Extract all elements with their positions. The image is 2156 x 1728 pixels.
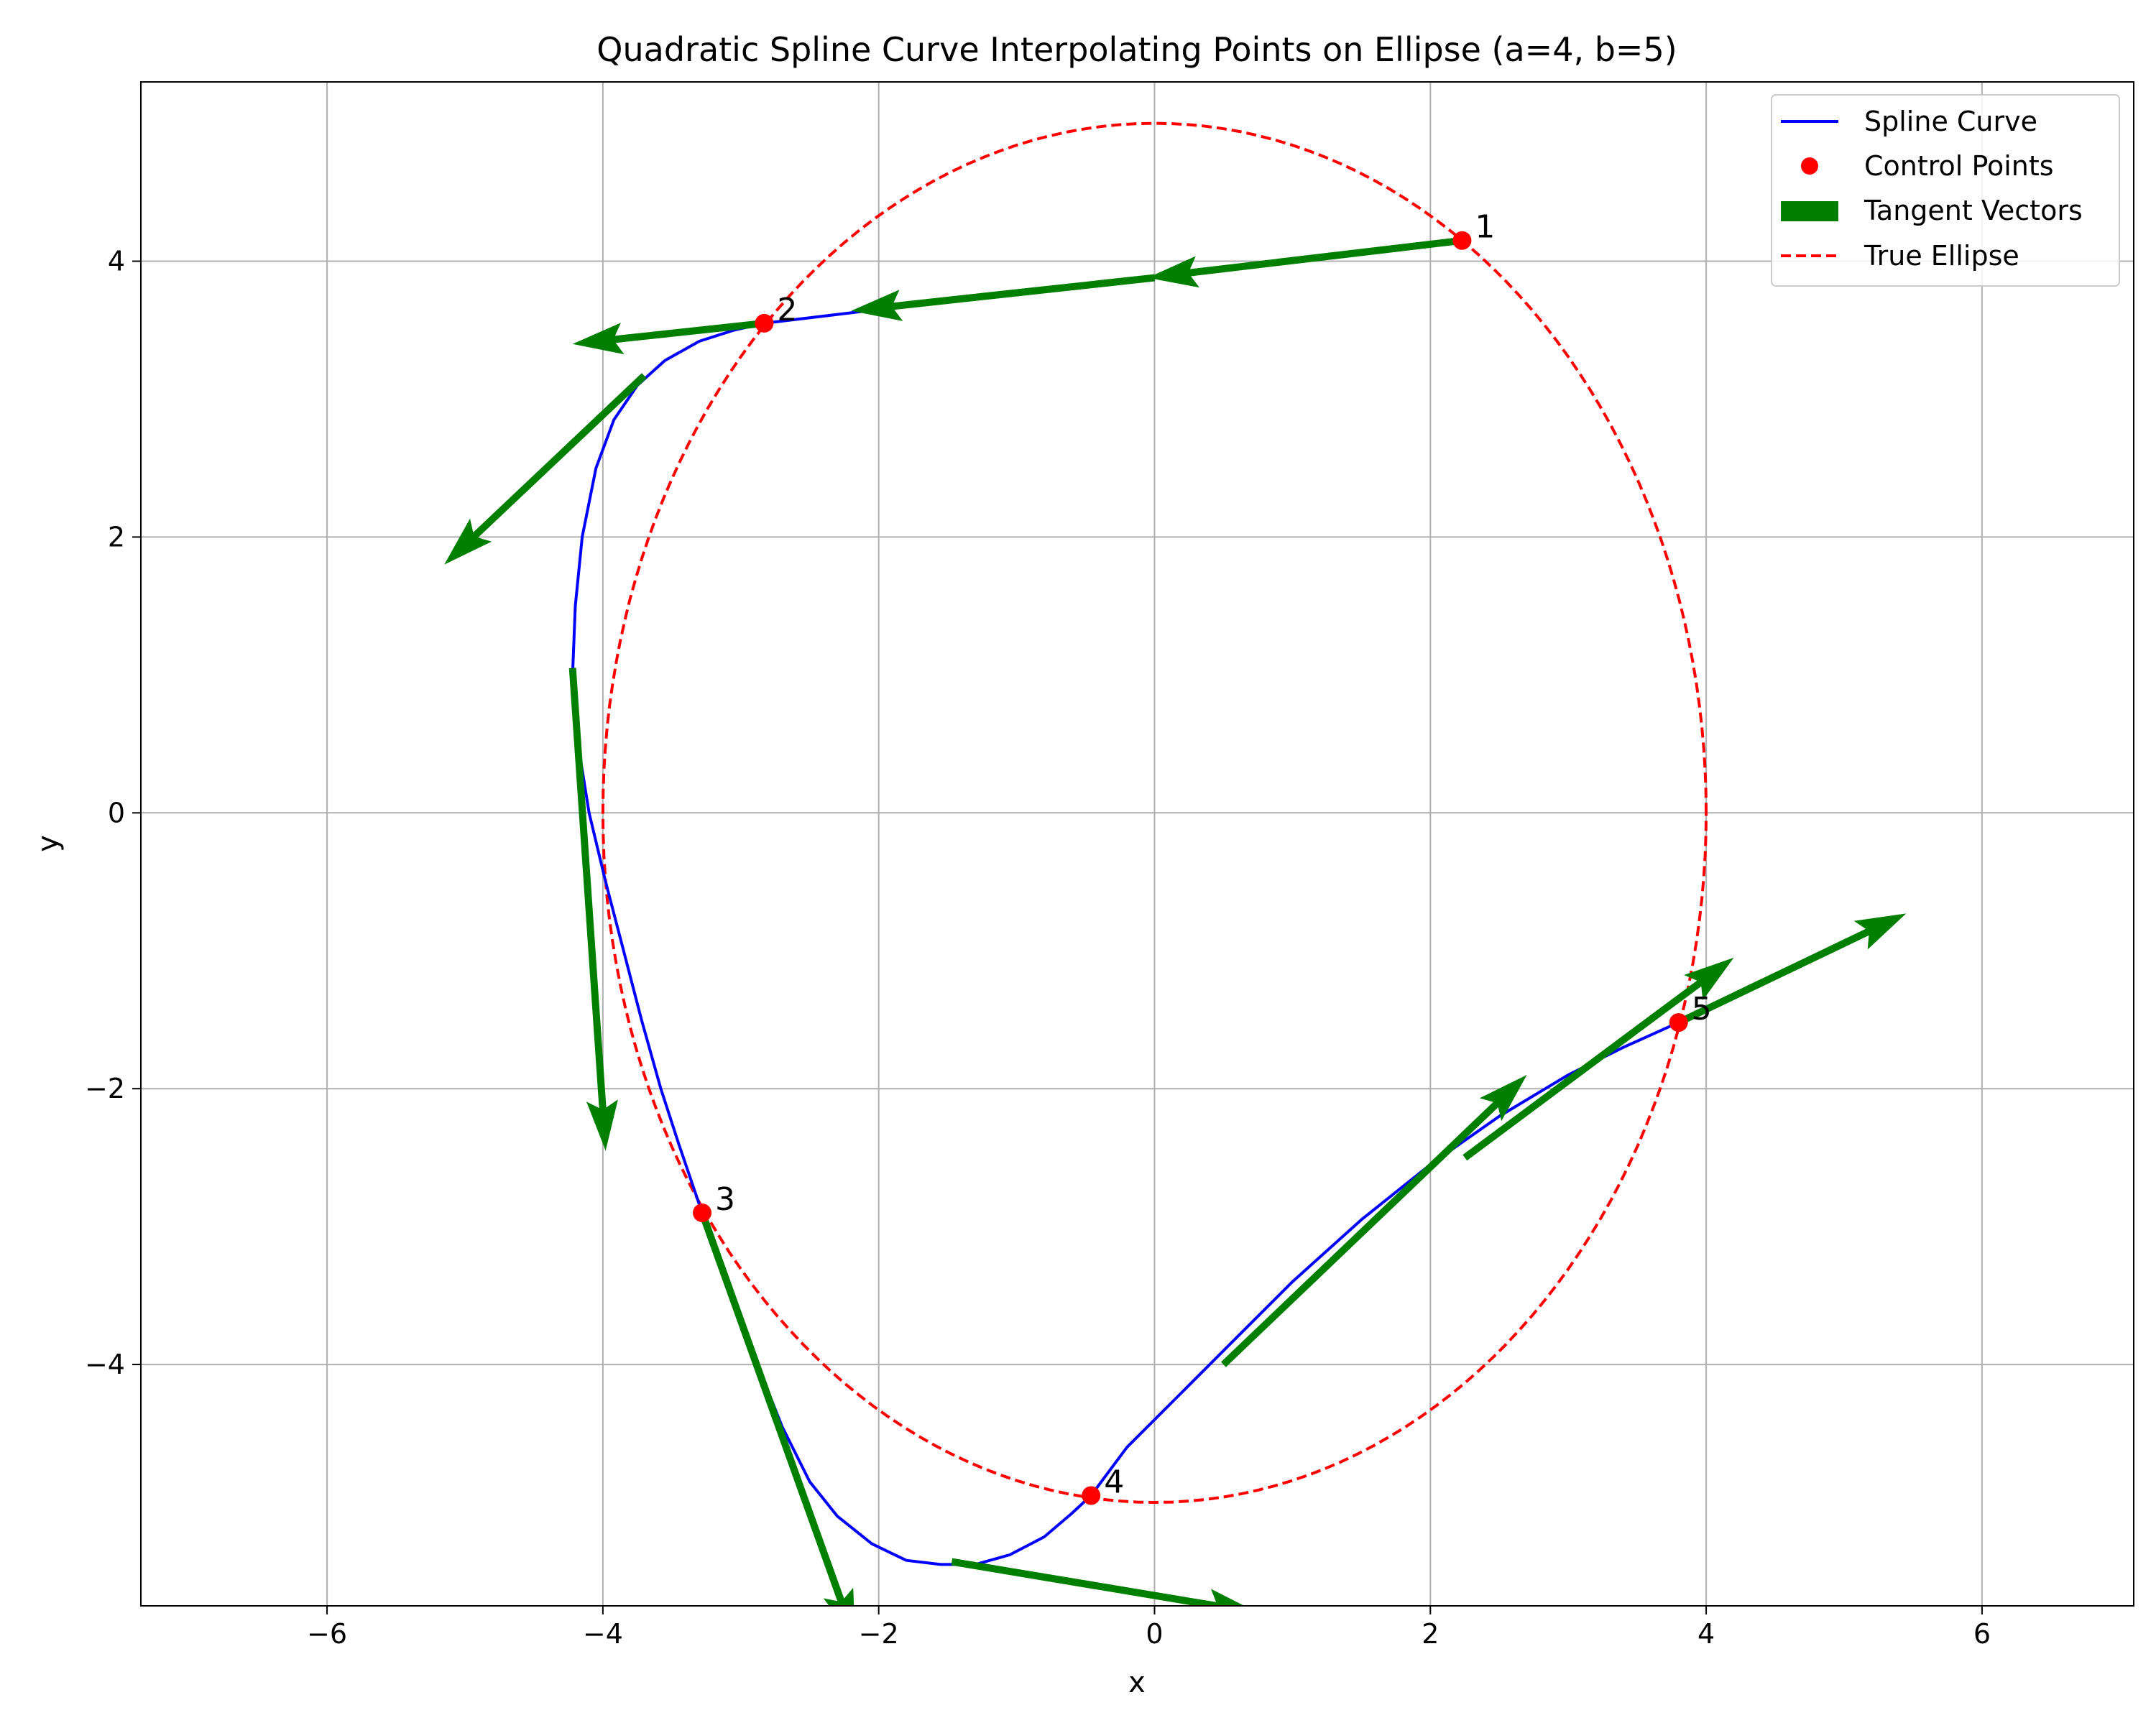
control-point: [1082, 1486, 1101, 1505]
control-point-label: 5: [1692, 991, 1712, 1027]
legend-tangent-swatch: [1781, 201, 1838, 221]
tangent-vector-arrow: [568, 667, 618, 1151]
y-ticks: −4 −2 0 2 4: [85, 246, 141, 1380]
x-tick-label: −2: [859, 1618, 899, 1650]
y-tick-label: −2: [85, 1073, 125, 1104]
y-tick-label: −4: [85, 1349, 125, 1380]
y-tick-label: 2: [108, 521, 125, 553]
x-tick-label: −4: [583, 1618, 623, 1650]
legend: Spline Curve Control Points Tangent Vect…: [1771, 94, 2120, 287]
legend-label-tangent: Tangent Vectors: [1864, 195, 2083, 226]
tangent-vector-arrow: [1147, 236, 1462, 288]
true-ellipse: [601, 121, 1708, 1505]
tangent-vector-arrow: [851, 274, 1155, 321]
x-tick-label: 4: [1697, 1618, 1715, 1650]
legend-control-points-swatch: [1801, 157, 1818, 175]
legend-box: [1771, 94, 2120, 287]
tangent-vector-arrow: [444, 373, 647, 565]
tangent-vector-arrow: [699, 1211, 854, 1606]
control-point-label: 4: [1104, 1464, 1124, 1500]
plot-frame: [140, 81, 2134, 1607]
tangent-vector-arrow: [1677, 913, 1907, 1026]
tangent-vector-arrow: [1462, 957, 1734, 1161]
control-point: [693, 1203, 712, 1222]
control-point: [1669, 1013, 1688, 1032]
chart-title: Quadratic Spline Curve Interpolating Poi…: [596, 30, 1677, 69]
x-tick-label: 0: [1146, 1618, 1163, 1650]
legend-label-ellipse: True Ellipse: [1864, 240, 2019, 272]
control-point: [1452, 231, 1472, 250]
legend-label-control-points: Control Points: [1864, 150, 2054, 182]
points-layer: 1 2 3 4 5: [693, 209, 1712, 1505]
x-tick-label: −6: [307, 1618, 347, 1650]
tangent-layer: [444, 236, 1907, 1606]
tangent-vector-arrow: [951, 1558, 1245, 1606]
x-tick-label: 2: [1422, 1618, 1439, 1650]
y-axis-label: y: [32, 835, 65, 852]
x-axis-label: x: [1128, 1666, 1146, 1699]
x-tick-label: 6: [1973, 1618, 1991, 1650]
ellipse-layer: [601, 121, 1708, 1505]
control-point-label: 1: [1475, 209, 1495, 246]
x-ticks: −6 −4 −2 0 2 4 6: [307, 1606, 1991, 1650]
control-point-label: 2: [777, 292, 797, 328]
control-point: [755, 313, 774, 333]
control-point-label: 3: [715, 1181, 735, 1218]
y-tick-label: 0: [108, 797, 125, 828]
legend-label-spline: Spline Curve: [1864, 106, 2037, 137]
y-tick-label: 4: [108, 246, 125, 277]
tangent-vector-arrow: [572, 319, 765, 355]
tangent-vector-arrow: [1221, 1075, 1527, 1367]
